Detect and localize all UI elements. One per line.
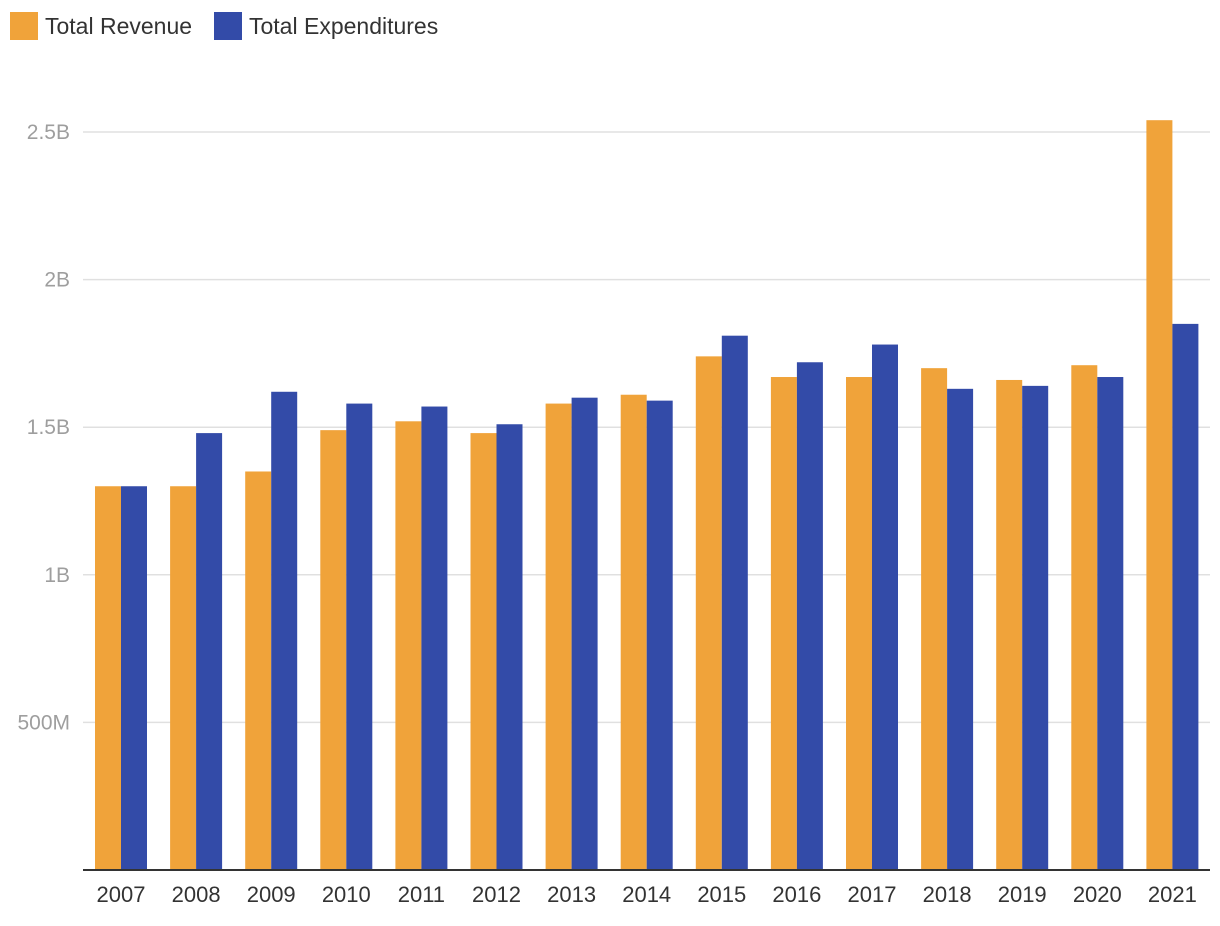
bar-total-revenue-2008 <box>170 486 197 870</box>
x-tick-label-2011: 2011 <box>398 882 445 907</box>
bar-total-revenue-2021 <box>1146 120 1173 870</box>
bar-total-expenditures-2009 <box>271 391 298 870</box>
bar-total-expenditures-2021 <box>1172 323 1199 870</box>
y-tick-label-2b: 2B <box>44 269 70 292</box>
x-tick-label-2009: 2009 <box>247 882 296 907</box>
bar-total-expenditures-2020 <box>1097 377 1124 870</box>
legend-label-total-revenue: Total Revenue <box>45 13 192 39</box>
bar-total-expenditures-2014 <box>646 400 673 870</box>
chart-legend: Total Revenue Total Expenditures <box>10 12 438 40</box>
bar-total-revenue-2010 <box>320 430 347 870</box>
x-tick-label-2015: 2015 <box>697 882 746 907</box>
bar-total-expenditures-2011 <box>421 406 448 870</box>
legend-swatch-total-expenditures <box>214 12 242 40</box>
bar-total-revenue-2009 <box>245 471 272 870</box>
bar-total-revenue-2014 <box>620 394 647 870</box>
x-tick-label-2013: 2013 <box>547 882 596 907</box>
x-tick-label-2017: 2017 <box>848 882 897 907</box>
bar-total-revenue-2012 <box>470 433 497 870</box>
legend-label-total-expenditures: Total Expenditures <box>249 13 438 39</box>
bar-total-revenue-2019 <box>996 379 1023 870</box>
bar-total-expenditures-2007 <box>121 486 147 870</box>
bar-total-expenditures-2015 <box>721 335 748 870</box>
x-tick-label-2008: 2008 <box>172 882 221 907</box>
y-axis-tick-labels: 500M 1B 1.5B 2B 2.5B <box>17 121 70 734</box>
x-tick-label-2016: 2016 <box>772 882 821 907</box>
bars <box>95 120 1199 870</box>
bar-total-revenue-2017 <box>846 377 872 870</box>
bar-total-revenue-2015 <box>695 356 722 870</box>
x-tick-label-2012: 2012 <box>472 882 521 907</box>
bar-total-revenue-2018 <box>921 368 948 870</box>
x-tick-label-2020: 2020 <box>1073 882 1122 907</box>
x-tick-label-2018: 2018 <box>923 882 972 907</box>
bar-total-expenditures-2012 <box>496 424 523 870</box>
x-tick-label-2014: 2014 <box>622 882 671 907</box>
bar-total-expenditures-2013 <box>571 397 598 870</box>
bar-total-expenditures-2010 <box>346 403 373 870</box>
bar-total-expenditures-2008 <box>196 433 223 870</box>
y-tick-label-2-5b: 2.5B <box>27 121 70 144</box>
x-tick-label-2021: 2021 <box>1148 882 1197 907</box>
y-tick-label-1b: 1B <box>44 564 70 587</box>
x-axis-tick-labels: 2007 2008 2009 2010 2011 2012 2013 2014 2015 2016… <box>97 882 1197 907</box>
bar-total-expenditures-2019 <box>1022 385 1049 870</box>
bar-total-revenue-2013 <box>545 403 572 870</box>
x-tick-label-2010: 2010 <box>322 882 371 907</box>
bar-total-expenditures-2016 <box>796 362 823 870</box>
x-tick-label-2007: 2007 <box>97 882 146 907</box>
y-tick-label-1-5b: 1.5B <box>27 416 70 439</box>
bar-total-revenue-2007 <box>95 486 121 870</box>
legend-swatch-total-revenue <box>10 12 38 40</box>
y-tick-label-500m: 500M <box>17 711 70 734</box>
bar-total-expenditures-2018 <box>947 388 974 870</box>
bar-total-revenue-2011 <box>395 421 422 870</box>
bar-total-revenue-2016 <box>770 377 797 870</box>
x-tick-label-2019: 2019 <box>998 882 1047 907</box>
bar-total-expenditures-2017 <box>872 344 898 870</box>
bar-total-revenue-2020 <box>1071 365 1098 870</box>
